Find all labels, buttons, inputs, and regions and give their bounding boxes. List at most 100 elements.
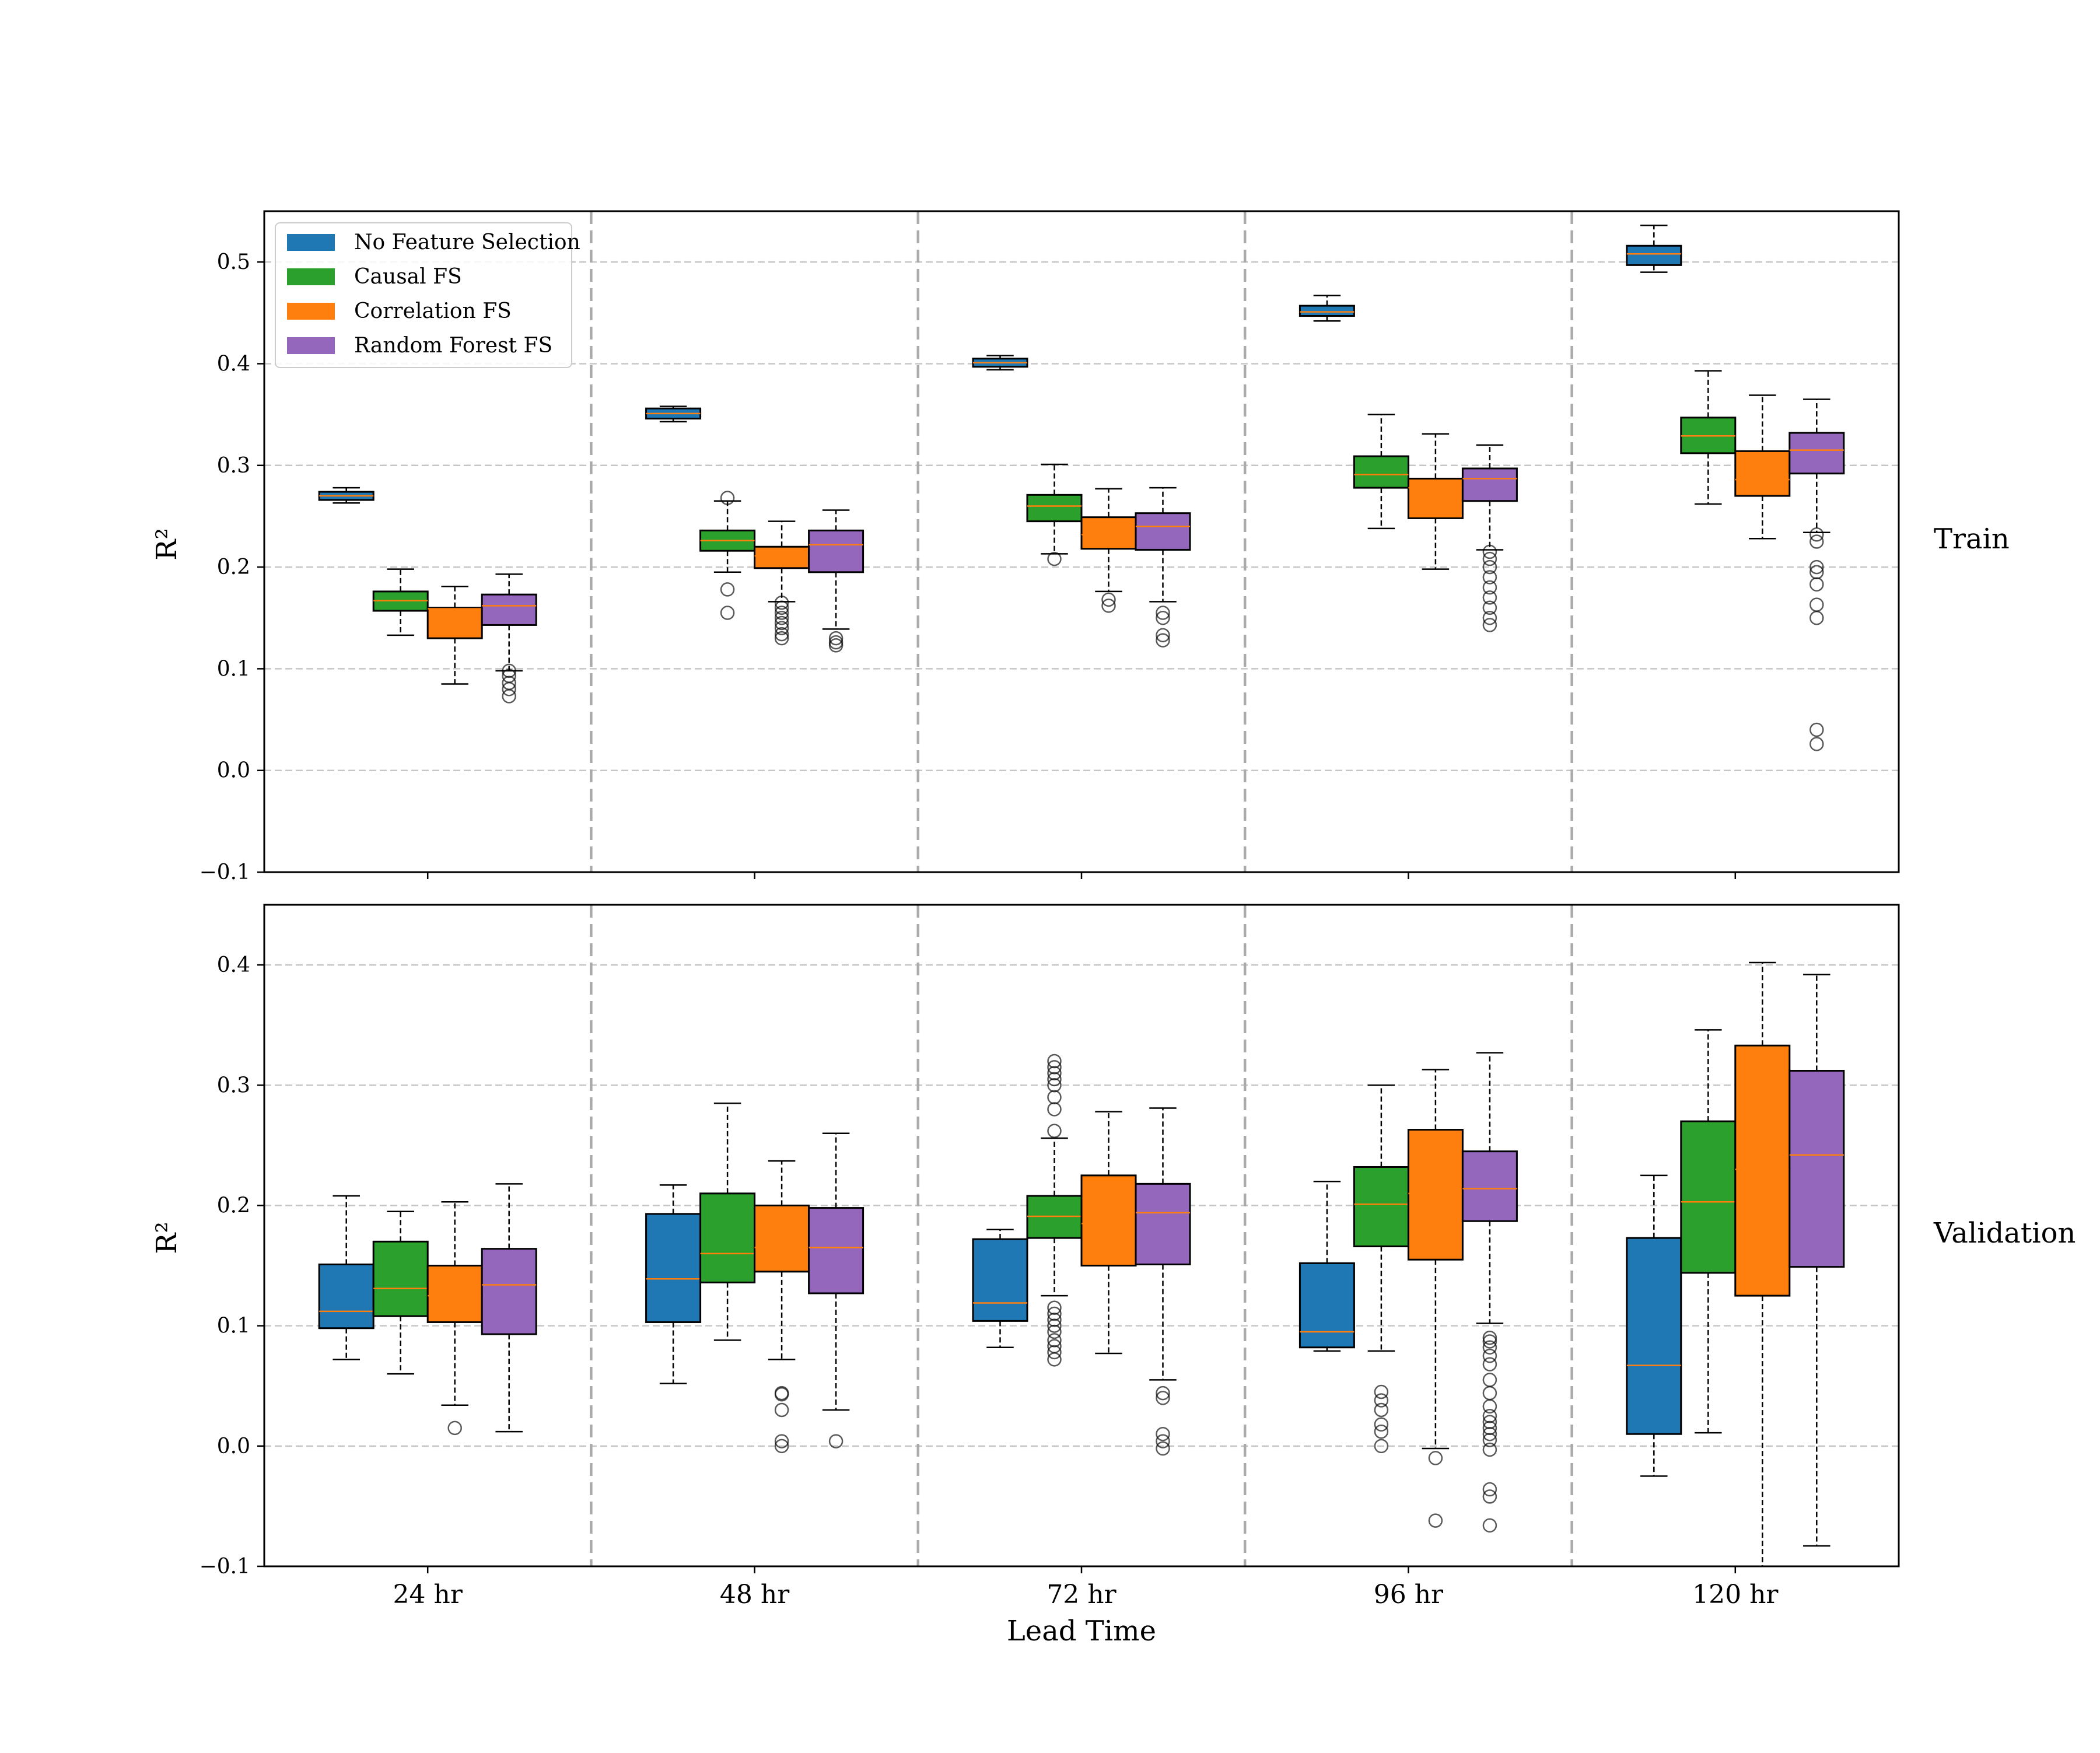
outlier-point xyxy=(774,600,789,615)
outlier-point xyxy=(1810,565,1824,580)
iqr-box xyxy=(1080,1174,1137,1267)
outlier-point xyxy=(828,631,844,646)
y-tick-label-validation: 0.3 xyxy=(217,1073,250,1097)
outlier-point xyxy=(1482,1373,1497,1387)
outlier-point xyxy=(1482,551,1497,566)
box-train-random-forest-fs-24-hr xyxy=(481,573,537,704)
outlier-point xyxy=(1482,1340,1497,1355)
outlier-point xyxy=(1482,1399,1497,1414)
outlier-point xyxy=(720,606,735,620)
iqr-box xyxy=(645,1213,702,1323)
outlier-point xyxy=(1482,1433,1497,1447)
outlier-point xyxy=(1428,1451,1443,1465)
outlier-point xyxy=(774,621,789,635)
iqr-box xyxy=(699,1192,756,1283)
y-tick-label-train: 0.5 xyxy=(217,250,250,274)
x-tick-label-120-hr: 120 hr xyxy=(1692,1580,1779,1609)
outlier-point xyxy=(1482,1518,1497,1533)
axes-frame-train xyxy=(263,210,1900,873)
outlier-point xyxy=(1047,1333,1062,1348)
outlier-point xyxy=(1428,1513,1443,1528)
x-tick-label-48-hr: 48 hr xyxy=(720,1580,790,1609)
box-train-random-forest-fs-96-hr xyxy=(1461,444,1518,632)
outlier-point xyxy=(1156,633,1170,648)
y-axis-title-validation: R² xyxy=(150,1222,183,1254)
outlier-point xyxy=(502,663,516,678)
box-train-no-feature-selection-120-hr xyxy=(1626,225,1682,273)
box-train-no-feature-selection-72-hr xyxy=(972,355,1028,371)
box-validation-random-forest-fs-120-hr xyxy=(1788,974,1845,1547)
outlier-point xyxy=(1482,1442,1497,1457)
outlier-point xyxy=(1047,1324,1062,1339)
box-validation-causal-fs-48-hr xyxy=(699,1102,756,1341)
outlier-point xyxy=(1047,1352,1062,1367)
iqr-box xyxy=(754,1204,810,1273)
box-validation-no-feature-selection-24-hr xyxy=(318,1195,374,1360)
outlier-point xyxy=(1047,1345,1062,1360)
box-train-causal-fs-24-hr xyxy=(372,568,429,636)
box-train-random-forest-fs-120-hr xyxy=(1788,398,1845,751)
box-validation-random-forest-fs-96-hr xyxy=(1461,1052,1518,1533)
outlier-point xyxy=(1047,1306,1062,1321)
y-axis-title-train: R² xyxy=(150,528,183,560)
box-validation-correlation-fs-24-hr xyxy=(426,1201,483,1436)
y-tick-label-validation: −0.1 xyxy=(200,1555,250,1579)
x-tick-label-24-hr: 24 hr xyxy=(393,1580,463,1609)
box-validation-random-forest-fs-72-hr xyxy=(1135,1107,1191,1456)
outlier-point xyxy=(1156,606,1170,620)
outlier-point xyxy=(1482,1482,1497,1497)
outlier-point xyxy=(1810,527,1824,542)
iqr-box xyxy=(1298,1262,1355,1349)
y-tick-label-train: 0.4 xyxy=(217,352,250,376)
legend-label-no-feature-selection: No Feature Selection xyxy=(354,230,580,254)
x-category-labels: 24 hr 48 hr 72 hr 96 hr 120 hr xyxy=(393,1580,1779,1609)
outlier-point xyxy=(1810,610,1824,625)
train-panel: −0.1 0.0 0.1 0.2 0.3 0.4 0.5 R² Train xyxy=(150,210,2010,884)
outlier-point xyxy=(1047,1090,1062,1105)
box-train-correlation-fs-48-hr xyxy=(754,520,810,646)
outlier-point xyxy=(774,627,789,642)
outlier-point xyxy=(1374,1402,1389,1418)
box-validation-causal-fs-24-hr xyxy=(372,1210,429,1375)
iqr-box xyxy=(1135,512,1191,551)
outlier-point xyxy=(1156,1385,1170,1401)
outlier-point xyxy=(1482,610,1497,625)
outlier-point xyxy=(1374,1393,1389,1408)
outlier-point xyxy=(774,595,789,610)
box-validation-causal-fs-120-hr xyxy=(1680,1029,1737,1434)
validation-panel: −0.1 0.0 0.1 0.2 0.3 0.4 R² Validation xyxy=(150,904,2076,1579)
outlier-point xyxy=(1374,1384,1389,1399)
outlier-point xyxy=(1482,590,1497,605)
outlier-point xyxy=(828,635,844,650)
outlier-point xyxy=(1482,1385,1497,1401)
outlier-point xyxy=(1482,580,1497,595)
outlier-point xyxy=(1156,1434,1170,1448)
outlier-point xyxy=(774,631,789,646)
iqr-box xyxy=(1626,244,1682,266)
box-validation-causal-fs-96-hr xyxy=(1353,1084,1409,1454)
iqr-box xyxy=(972,1238,1028,1322)
outlier-point xyxy=(1047,1066,1062,1080)
iqr-box xyxy=(808,1207,864,1294)
outlier-point xyxy=(1047,1078,1062,1093)
outlier-point xyxy=(1101,592,1116,607)
outlier-point xyxy=(774,1434,789,1448)
iqr-box xyxy=(754,545,810,569)
panel-label-validation: Validation xyxy=(1933,1217,2076,1250)
outlier-point xyxy=(1482,1334,1497,1349)
box-validation-no-feature-selection-48-hr xyxy=(645,1184,702,1384)
legend-swatch-random-forest-fs xyxy=(287,337,335,354)
box-validation-random-forest-fs-48-hr xyxy=(808,1132,864,1448)
box-validation-random-forest-fs-24-hr xyxy=(481,1183,537,1433)
outlier-point xyxy=(1810,722,1824,737)
iqr-box xyxy=(426,607,483,639)
iqr-box xyxy=(1788,432,1845,475)
outlier-point xyxy=(774,1385,789,1401)
iqr-box xyxy=(1680,1120,1737,1274)
outlier-point xyxy=(1810,559,1824,575)
legend: No Feature Selection Causal FS Correlati… xyxy=(275,222,580,368)
box-train-correlation-fs-96-hr xyxy=(1407,433,1464,570)
iqr-box xyxy=(372,1240,429,1317)
